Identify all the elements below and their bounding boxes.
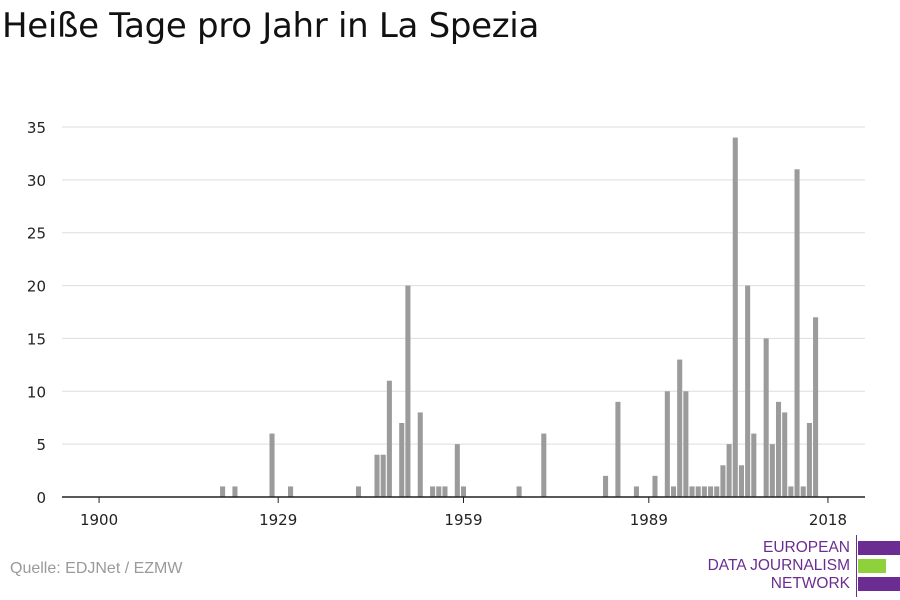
edjnet-logo: EUROPEAN DATA JOURNALISM NETWORK <box>700 535 900 597</box>
x-tick-label: 1900 <box>80 511 118 529</box>
bar <box>442 486 448 497</box>
bar <box>220 486 226 497</box>
y-tick-label: 15 <box>27 330 46 348</box>
bar <box>430 486 436 497</box>
bar <box>232 486 238 497</box>
bar <box>689 486 695 497</box>
y-tick-label: 10 <box>27 383 46 401</box>
bar <box>374 454 380 497</box>
x-tick-label: 1989 <box>630 511 668 529</box>
bar <box>751 433 757 497</box>
logo-bar-1 <box>858 541 900 555</box>
bar <box>683 391 689 497</box>
bar-chart: 0 5 10 15 20 25 30 35 1900 1929 1959 1989 2018 <box>27 119 865 529</box>
y-tick-label: 35 <box>27 119 46 137</box>
bar <box>714 486 720 497</box>
bar <box>726 444 732 497</box>
x-tick-label: 2018 <box>809 511 847 529</box>
y-tick-label: 25 <box>27 225 46 243</box>
bar <box>633 486 639 497</box>
bar <box>813 317 819 497</box>
bar <box>788 486 794 497</box>
bar <box>386 380 392 497</box>
bar <box>769 444 775 497</box>
logo-line-2: DATA JOURNALISM <box>707 557 850 574</box>
bar <box>269 433 275 497</box>
bar <box>763 338 769 497</box>
logo-line-1: EUROPEAN <box>763 539 850 556</box>
bar <box>603 475 609 497</box>
bar <box>664 391 670 497</box>
bar <box>454 444 460 497</box>
source-note: Quelle: EDJNet / EZMW <box>10 560 183 577</box>
bar <box>436 486 442 497</box>
bar <box>405 285 411 497</box>
bar <box>541 433 547 497</box>
bar <box>615 401 621 497</box>
y-tick-label: 30 <box>27 172 46 190</box>
bars <box>220 137 819 498</box>
bar <box>720 465 726 497</box>
bar <box>695 486 701 497</box>
bar <box>288 486 294 497</box>
y-tick-label: 0 <box>36 489 46 507</box>
grid-lines <box>62 126 865 445</box>
bar <box>745 285 751 497</box>
bar <box>355 486 362 497</box>
bar <box>399 423 405 497</box>
bar <box>775 401 782 497</box>
bar <box>701 486 707 497</box>
bar <box>800 486 806 497</box>
bar <box>794 169 800 498</box>
y-tick-label: 5 <box>36 436 46 454</box>
x-tick-label: 1959 <box>444 511 482 529</box>
bar <box>670 486 677 497</box>
x-tick-label: 1929 <box>259 511 297 529</box>
bar <box>806 423 812 497</box>
bar <box>516 486 522 497</box>
y-axis-labels: 0 5 10 15 20 25 30 35 <box>27 119 46 507</box>
bar <box>732 137 738 498</box>
logo-line-3: NETWORK <box>770 575 850 592</box>
bar <box>460 486 467 497</box>
logo-bar-3 <box>858 577 900 591</box>
bar <box>380 454 386 497</box>
bar <box>708 486 714 497</box>
chart-title: Heiße Tage pro Jahr in La Spezia <box>2 6 539 46</box>
logo-rule <box>856 535 857 597</box>
logo-bar-2 <box>858 559 886 573</box>
bar <box>652 475 658 497</box>
x-axis: 1900 1929 1959 1989 2018 <box>62 496 865 529</box>
y-tick-label: 20 <box>27 278 46 296</box>
bar <box>417 412 423 497</box>
bar <box>677 359 683 497</box>
bar <box>782 412 788 497</box>
bar <box>738 465 744 497</box>
